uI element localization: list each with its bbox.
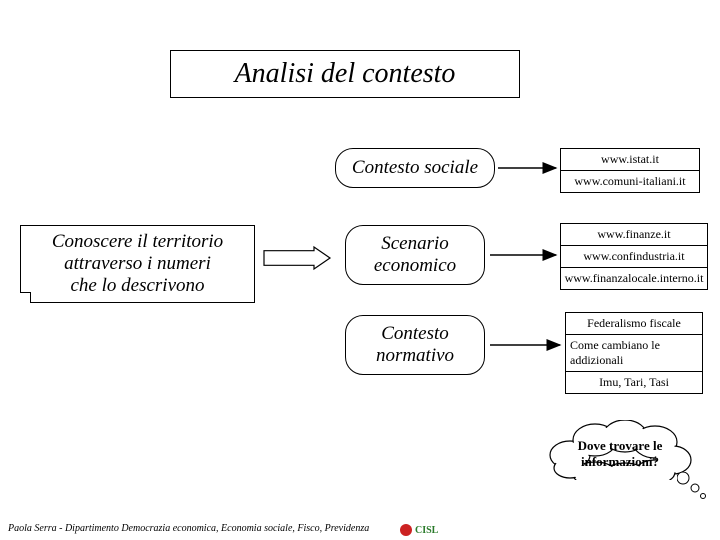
- footer-logo: CISL: [400, 524, 438, 536]
- logo-text: CISL: [415, 525, 438, 536]
- logo-circle-icon: [400, 524, 412, 536]
- cloud-text: Dove trovare le informazioni?: [560, 438, 680, 470]
- footer-text: Paola Serra - Dipartimento Democrazia ec…: [8, 523, 369, 534]
- cloud-tail-bubbles: [677, 472, 717, 512]
